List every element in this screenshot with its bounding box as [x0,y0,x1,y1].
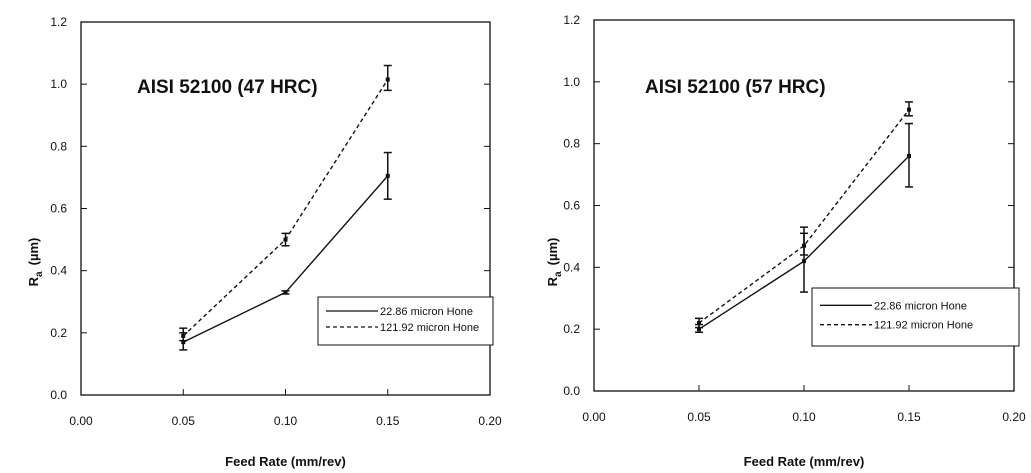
y-axis-title-subscript: a [34,271,45,277]
y-tick-label: 0.4 [563,260,580,274]
x-tick-label: 0.10 [274,414,298,428]
series-line-dashed [698,109,910,324]
x-tick-label: 0.00 [69,414,93,428]
legend-entry: 22.86 micron Hone [874,300,967,312]
legend-box [317,296,494,346]
x-tick-label: 0.05 [172,414,196,428]
data-point [385,77,390,82]
y-tick-label: 1.2 [563,13,580,27]
data-point [907,154,911,159]
y-tick-label: 0.2 [50,326,67,340]
chart-panel-57hrc: 0.0 0.2 0.4 0.6 0.8 1.0 1.2 0.00 0.05 0.10 0.15 0.2… [545,13,1026,469]
data-point [802,243,806,248]
data-point [697,327,701,332]
x-tick-label: 0.20 [1002,410,1026,424]
data-point [697,320,701,325]
y-axis-title-main: R [545,276,560,286]
y-tick-label: 0.2 [563,322,580,336]
x-axis-title: Feed Rate (mm/rev) [225,454,346,469]
data-point [385,173,390,178]
legend-entry: 22.86 micron Hone [380,306,473,318]
x-tick-label: 0.20 [478,414,502,428]
x-axis-title: Feed Rate (mm/rev) [744,454,865,469]
y-tick-label: 0.4 [50,264,67,278]
y-tick-label: 1.2 [50,15,67,29]
x-tick-label: 0.10 [792,410,816,424]
x-tick-label: 0.15 [897,410,921,424]
x-tick-label: 0.00 [582,410,606,424]
legend-box [811,287,1020,347]
y-tick-label: 0.8 [563,137,580,151]
y-tick-label: 0.0 [50,388,67,402]
legend-entry: 121.92 micron Hone [874,320,973,332]
y-tick-label: 1.0 [563,75,580,89]
chart-annotation: AISI 52100 (57 HRC) [645,77,826,98]
data-point [283,237,288,242]
y-axis-title-unit: (µm) [545,238,560,266]
chart-panel-47hrc: 0.0 0.2 0.4 0.6 0.8 1.0 1.2 0.00 0.05 0.10 0.15 0.2… [26,15,502,469]
x-tick-label: 0.05 [687,410,711,424]
y-axis-title-subscript: a [553,271,564,277]
y-tick-label: 1.0 [50,77,67,91]
y-tick-label: 0.0 [563,384,580,398]
x-tick-label: 0.15 [376,414,400,428]
y-axis-title-unit: (µm) [26,238,41,266]
legend-entry: 121.92 micron Hone [380,322,479,334]
y-tick-label: 0.6 [50,202,67,216]
chart-annotation: AISI 52100 (47 HRC) [137,77,318,98]
y-axis-title-main: R [26,276,41,286]
data-point [283,290,288,295]
y-tick-label: 0.8 [50,139,67,153]
data-point [907,107,911,112]
data-point [802,259,806,264]
y-axis-title: Ra (µm) [545,238,564,287]
y-axis-title: Ra (µm) [26,238,45,287]
data-point [181,340,186,345]
y-tick-label: 0.6 [563,199,580,213]
data-point [181,333,186,338]
